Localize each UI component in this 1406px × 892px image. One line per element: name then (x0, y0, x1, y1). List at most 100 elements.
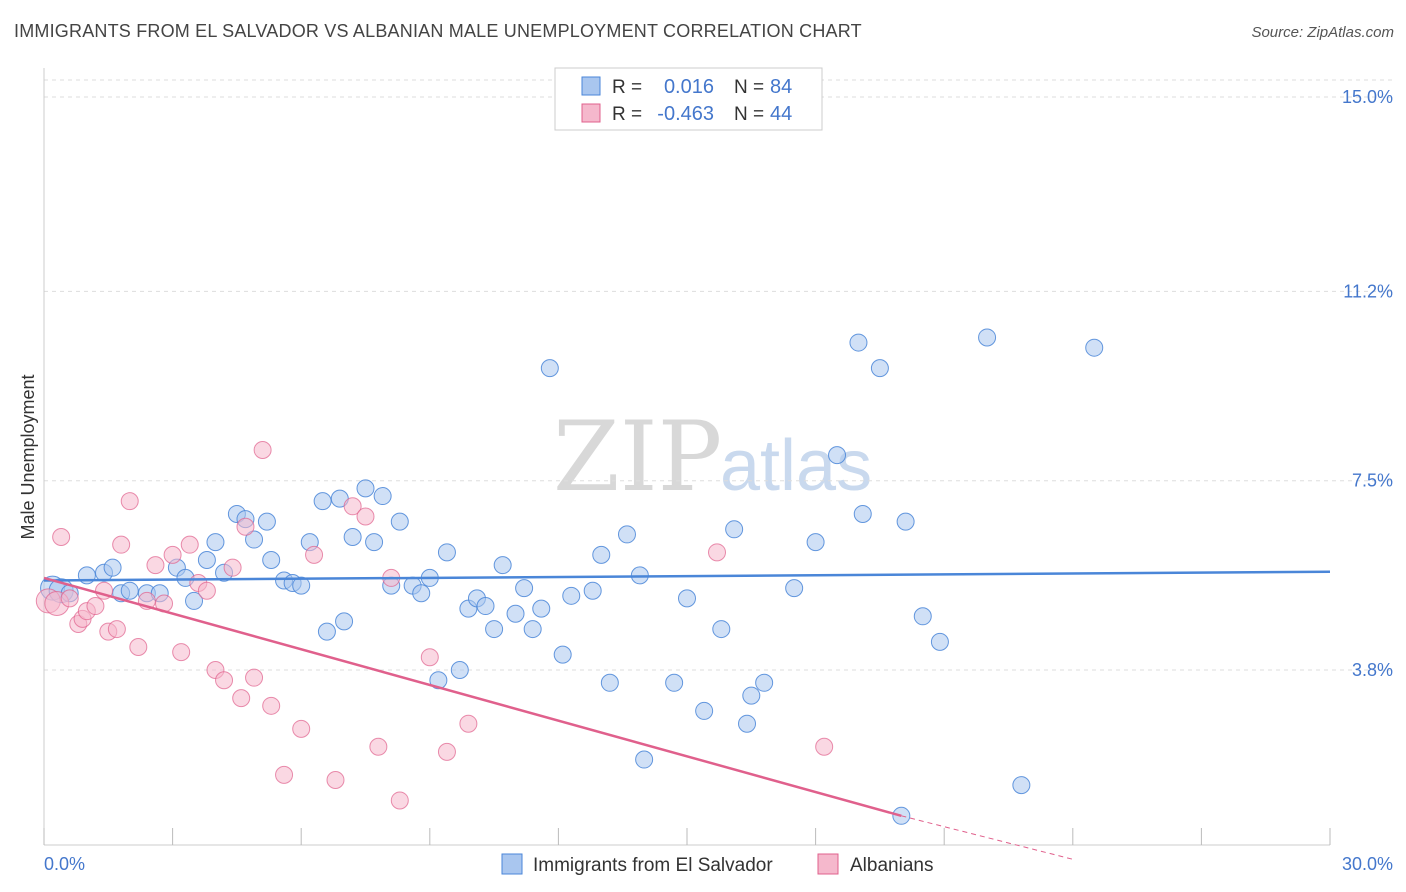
el-salvador-point (257, 512, 276, 531)
el-salvador-point (896, 512, 915, 531)
albanians-point (112, 535, 131, 554)
legend-n-value-1: 84 (770, 76, 792, 98)
albanians-point (236, 517, 255, 536)
albanians-point (52, 527, 71, 546)
el-salvador-point (390, 512, 409, 531)
albanians-point (305, 545, 324, 564)
y-tick-label: 7.5% (1352, 471, 1393, 491)
el-salvador-point (262, 551, 281, 570)
x-tick-label-min: 0.0% (44, 854, 85, 874)
legend-r-label-1: R = (612, 77, 642, 98)
series-legend: Immigrants from El Salvador Albanians (501, 853, 933, 876)
albanians-point (369, 737, 388, 756)
el-salvador-trend-line (43, 570, 1331, 582)
albanians-point (437, 742, 456, 761)
albanians-point (459, 714, 478, 733)
trend-lines (43, 570, 1331, 860)
el-salvador-point (678, 589, 696, 608)
el-salvador-point (437, 543, 456, 562)
legend-r-value-2: -0.463 (657, 103, 714, 125)
albanians-point (420, 648, 439, 667)
el-salvador-point (583, 581, 602, 600)
el-salvador-point (553, 645, 572, 664)
el-salvador-point (335, 612, 354, 631)
albanians-point (232, 689, 251, 708)
legend-swatch-blue (581, 76, 601, 96)
el-salvador-point (532, 599, 551, 618)
albanians-point (326, 770, 345, 789)
legend-r-label-2: R = (612, 104, 642, 125)
legend-n-label-1: N = (734, 77, 764, 98)
watermark-zip: ZIP (553, 401, 722, 513)
el-salvador-point (506, 604, 525, 623)
el-salvador-point (1012, 776, 1031, 795)
y-tick-labels: 3.8% 7.5% 11.2% 15.0% (1342, 87, 1393, 680)
x-tick-marks (43, 828, 1331, 845)
el-salvador-point (185, 591, 204, 610)
el-salvador-point (485, 620, 504, 639)
albanians-point (245, 668, 264, 687)
albanians-point (163, 545, 182, 564)
el-salvador-point (849, 333, 868, 352)
series-legend-swatch-blue (501, 853, 523, 875)
el-salvador-point (755, 673, 774, 692)
el-salvador-point (197, 551, 216, 570)
albanians-point (120, 492, 139, 511)
albanians-trend-extension (901, 815, 1073, 860)
el-salvador-point (725, 520, 744, 539)
albanians-point (107, 620, 126, 639)
el-salvador-point (1085, 338, 1104, 357)
el-salvador-point (742, 686, 761, 705)
el-salvador-point (373, 487, 392, 506)
el-salvador-point (665, 673, 684, 692)
albanians-point (146, 556, 165, 575)
albanians-point (86, 597, 105, 616)
legend-r-value-1: 0.016 (664, 76, 714, 98)
el-salvador-point (785, 579, 804, 598)
albanians-point (262, 696, 281, 715)
el-salvador-point (695, 701, 714, 720)
el-salvador-point (738, 714, 757, 733)
series-albanians-points (35, 441, 834, 810)
albanians-point (60, 589, 79, 608)
el-salvador-point (515, 579, 534, 598)
source-label: Source: ZipAtlas.com (1251, 24, 1394, 41)
el-salvador-point (617, 525, 636, 544)
albanians-point (390, 791, 409, 810)
el-salvador-point (245, 530, 264, 549)
el-salvador-point (103, 558, 122, 577)
el-salvador-point (523, 620, 542, 639)
el-salvador-point (317, 622, 336, 641)
el-salvador-point (712, 620, 731, 639)
el-salvador-point (313, 492, 332, 511)
el-salvador-point (806, 533, 825, 552)
albanians-point (172, 643, 191, 662)
el-salvador-point (356, 479, 375, 498)
watermark-atlas: atlas (720, 426, 872, 506)
y-tick-label: 3.8% (1352, 660, 1393, 680)
el-salvador-point (930, 632, 949, 651)
gridlines (44, 79, 1393, 671)
el-salvador-point (429, 671, 448, 690)
el-salvador-point (120, 581, 139, 600)
albanians-point (275, 765, 294, 784)
albanians-point (815, 737, 834, 756)
el-salvador-point (828, 446, 847, 465)
el-salvador-point (635, 750, 654, 769)
albanians-point (253, 441, 272, 460)
legend-n-label-2: N = (734, 104, 764, 125)
albanians-trend-line (43, 576, 902, 818)
y-tick-label: 11.2% (1343, 281, 1393, 301)
albanians-point (215, 671, 234, 690)
el-salvador-point (913, 607, 932, 626)
el-salvador-point (343, 527, 362, 546)
albanians-point (129, 637, 148, 656)
y-tick-label: 15.0% (1342, 87, 1393, 107)
albanians-point (356, 507, 375, 526)
x-tick-label-max: 30.0% (1342, 854, 1393, 874)
legend-swatch-pink (581, 103, 601, 123)
albanians-point (708, 543, 727, 562)
y-axis-label: Male Unemployment (18, 374, 38, 539)
albanians-point (180, 535, 199, 554)
